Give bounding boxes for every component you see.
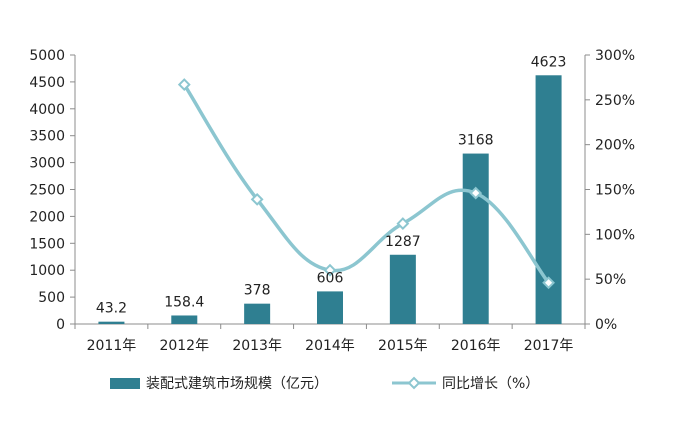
right-tick-label: 200%	[595, 138, 635, 154]
bar	[171, 315, 198, 324]
right-tick-label: 300%	[595, 48, 635, 64]
x-tick-label: 2015年	[378, 338, 428, 354]
bar-data-label: 606	[317, 270, 344, 286]
x-tick-label: 2012年	[159, 338, 209, 354]
bar	[317, 291, 343, 324]
bar-data-label: 158.4	[164, 294, 204, 310]
legend-line-label: 同比增长（%）	[442, 376, 539, 392]
left-tick-label: 1500	[29, 236, 65, 252]
x-tick-label: 2016年	[451, 338, 501, 354]
legend-bar-label: 装配式建筑市场规模（亿元）	[146, 375, 328, 392]
left-tick-label: 0	[56, 317, 65, 333]
bar-data-label: 4623	[531, 54, 567, 70]
legend-line-marker	[407, 376, 421, 390]
left-tick-label: 4000	[29, 102, 65, 118]
right-tick-label: 50%	[595, 272, 626, 288]
legend: 装配式建筑市场规模（亿元） 同比增长（%）	[110, 375, 539, 392]
left-tick-label: 3000	[29, 156, 65, 172]
growth-point-marker	[323, 263, 337, 277]
bar	[462, 153, 489, 324]
bar	[244, 303, 271, 324]
bar-data-label: 3168	[458, 133, 494, 149]
right-tick-label: 150%	[595, 183, 635, 199]
data-labels: 43.2 158.4 378 606 1287 3168 4623	[96, 54, 567, 316]
bar	[98, 321, 125, 324]
bar-data-label: 378	[244, 283, 271, 299]
x-tick-label: 2014年	[305, 338, 355, 354]
growth-point-marker	[177, 78, 191, 92]
bar-data-label: 43.2	[96, 301, 127, 317]
left-tick-label: 2000	[29, 209, 65, 225]
left-tick-label: 500	[38, 290, 65, 306]
bar-data-label: 1287	[385, 234, 421, 250]
axes: 0 500 1000 1500 2000 2500 3000 3500 4000 4500 5000…	[29, 48, 635, 354]
growth-point-marker	[469, 186, 483, 200]
x-tick-label: 2017年	[524, 338, 574, 354]
growth-point-marker	[250, 192, 264, 206]
growth-line	[177, 78, 555, 290]
growth-point-marker	[542, 276, 555, 290]
x-tick-label: 2013年	[232, 338, 282, 354]
bar	[389, 254, 416, 324]
right-tick-label: 0%	[595, 317, 617, 333]
growth-point-marker	[396, 217, 410, 230]
left-tick-label: 2500	[29, 183, 65, 199]
bars	[98, 75, 562, 325]
left-tick-label: 4500	[29, 75, 65, 91]
left-tick-label: 3500	[29, 129, 65, 145]
x-tick-label: 2011年	[87, 338, 137, 354]
right-tick-label: 250%	[595, 93, 635, 109]
legend-bar-swatch	[110, 378, 140, 389]
right-tick-label: 100%	[595, 227, 635, 243]
left-tick-label: 5000	[29, 48, 65, 64]
left-tick-label: 1000	[29, 263, 65, 279]
growth-line-path	[182, 82, 551, 285]
